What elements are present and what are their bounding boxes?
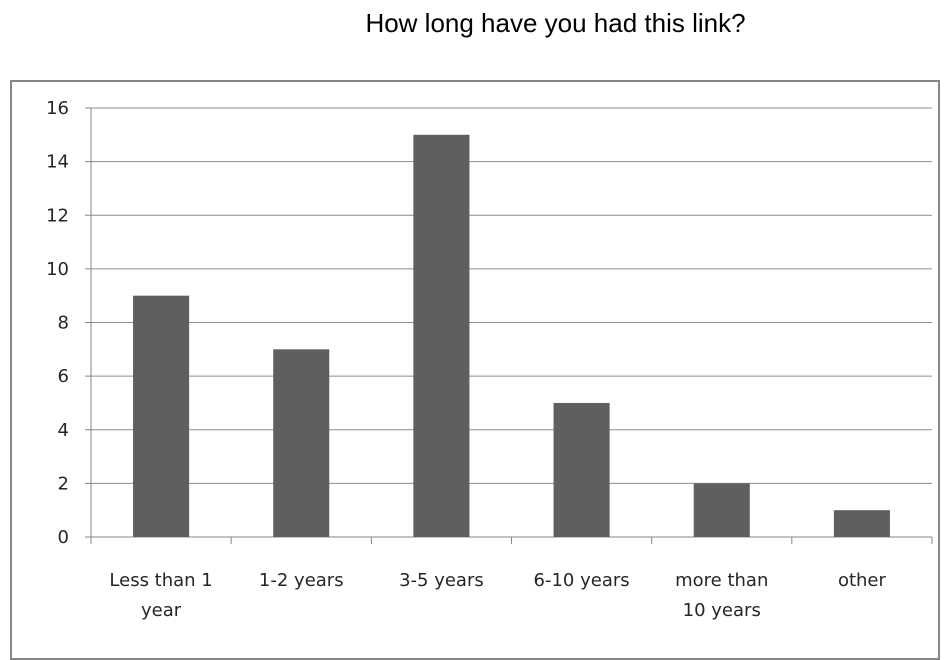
bar xyxy=(833,510,890,537)
chart-title: How long have you had this link? xyxy=(365,8,746,38)
bar xyxy=(413,134,470,537)
y-tick-label: 6 xyxy=(58,366,69,387)
x-tick-label: 3-5 years xyxy=(399,570,484,591)
x-tick-label: other xyxy=(838,570,887,591)
bar xyxy=(133,295,190,537)
y-tick-label: 8 xyxy=(58,313,69,334)
y-tick-label: 16 xyxy=(46,98,69,119)
x-tick-label: 1-2 years xyxy=(259,570,344,591)
x-tick-label: year xyxy=(141,600,182,621)
x-tick-label: Less than 1 xyxy=(109,570,212,591)
bar xyxy=(273,349,330,537)
bar xyxy=(693,483,750,537)
y-tick-label: 10 xyxy=(46,259,69,280)
x-tick-label: 10 years xyxy=(683,600,761,621)
y-tick-label: 12 xyxy=(46,205,69,226)
x-tick-label: 6-10 years xyxy=(534,570,630,591)
y-tick-label: 14 xyxy=(46,152,69,173)
bar xyxy=(553,402,610,537)
y-tick-label: 2 xyxy=(58,473,69,494)
y-tick-label: 0 xyxy=(58,527,69,548)
y-tick-label: 4 xyxy=(58,420,69,441)
x-tick-label: more than xyxy=(675,570,768,591)
